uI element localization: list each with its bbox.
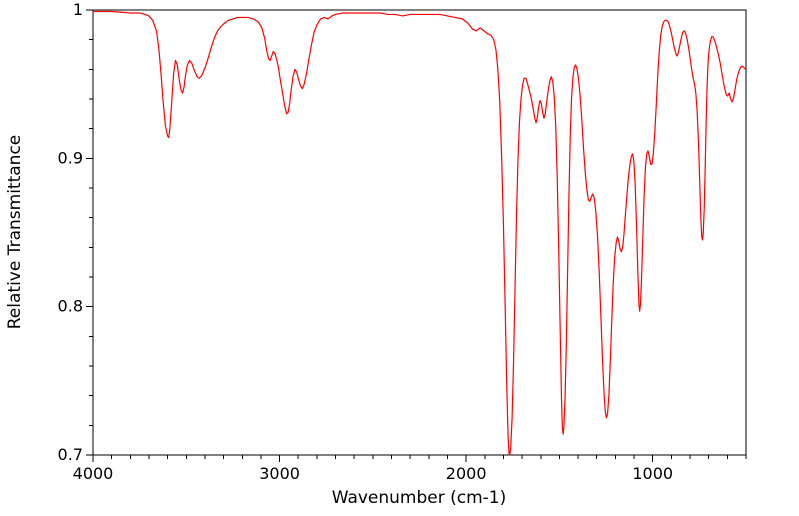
x-tick-label: 4000	[73, 464, 114, 483]
spectrum-line	[92, 10, 747, 456]
plot-frame	[92, 9, 747, 456]
y-tick-label: 0.8	[58, 297, 83, 316]
x-tick-label: 2000	[446, 464, 487, 483]
y-axis-title: Relative Transmittance	[5, 135, 25, 330]
x-axis-title: Wavenumber (cm-1)	[332, 488, 507, 508]
x-tick-label: 1000	[632, 464, 673, 483]
chart-layer: 4000 3000 2000 1000 0.7 0.8 0.9 1	[58, 0, 747, 483]
x-tick-label: 3000	[259, 464, 300, 483]
y-tick-label: 1	[73, 0, 83, 19]
y-tick-label: 0.9	[58, 148, 83, 167]
y-tick-label: 0.7	[58, 445, 83, 464]
